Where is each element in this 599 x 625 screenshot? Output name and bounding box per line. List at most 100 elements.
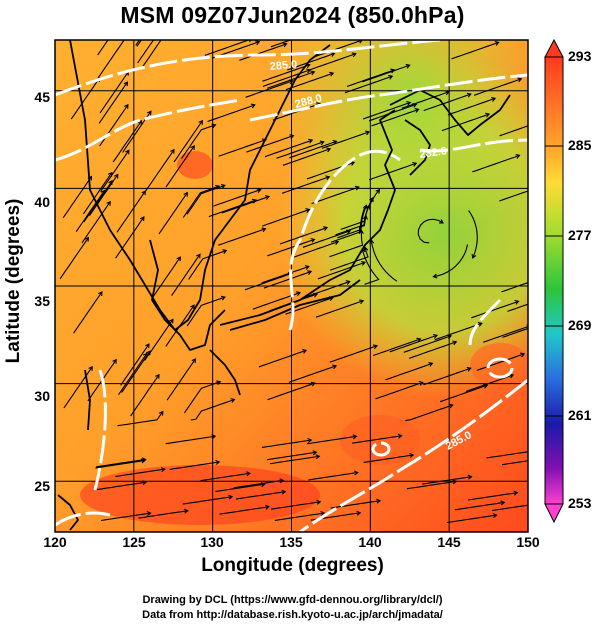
streamline	[235, 491, 286, 500]
streamline-arrowhead	[428, 362, 434, 367]
streamline	[266, 451, 317, 461]
streamline-arrowhead	[220, 184, 226, 189]
streamline-arrowhead	[304, 265, 310, 270]
streamline	[165, 145, 195, 188]
streamline-arrowhead	[169, 318, 174, 324]
streamline	[82, 172, 113, 215]
streamline-arrowhead	[211, 434, 217, 440]
streamline	[417, 218, 444, 244]
streamline	[166, 358, 196, 401]
streamline	[330, 215, 367, 243]
streamline	[96, 481, 147, 491]
streamline-arrowhead	[256, 188, 262, 193]
streamline	[340, 197, 374, 230]
x-tick-label: 135	[279, 534, 303, 550]
streamline	[308, 471, 358, 481]
streamline-arrowhead	[466, 366, 472, 372]
streamline	[344, 75, 393, 94]
streamline	[472, 154, 520, 173]
streamline-arrowhead	[351, 52, 357, 58]
streamline-arrowhead	[360, 247, 366, 254]
streamline-arrowhead	[250, 103, 256, 109]
streamline	[62, 176, 92, 219]
streamline	[375, 381, 423, 400]
streamline	[63, 366, 93, 409]
streamline-arrowhead	[155, 373, 160, 379]
streamline	[329, 345, 378, 363]
streamline-arrowhead	[170, 148, 175, 154]
streamline-arrowhead	[307, 437, 313, 444]
colorbar-tick-label: 285	[568, 137, 592, 153]
streamline	[359, 189, 380, 233]
x-tick-label: 130	[200, 534, 224, 550]
streamline-arrowhead	[513, 490, 519, 496]
streamline	[183, 381, 221, 414]
x-tick-label: 150	[516, 534, 540, 550]
streamline-arrowhead	[409, 452, 415, 458]
streamline	[115, 216, 145, 259]
streamline-arrowhead	[329, 71, 335, 77]
y-tick-label: 30	[34, 388, 50, 404]
streamline	[244, 272, 293, 291]
streamline-arrowhead	[183, 508, 189, 514]
streamline-arrowhead	[432, 273, 438, 279]
streamline-arrowhead	[198, 119, 204, 125]
plot-frame	[54, 39, 529, 533]
streamline	[262, 64, 310, 82]
streamline	[363, 454, 414, 463]
streamline-arrowhead	[312, 450, 318, 456]
y-tick-label: 45	[34, 89, 50, 105]
streamline-arrowhead	[222, 249, 228, 254]
streamline	[218, 228, 266, 246]
streamline	[337, 205, 367, 239]
streamline-arrowhead	[494, 41, 500, 46]
streamline	[368, 162, 417, 181]
streamline-arrowhead	[390, 68, 396, 74]
x-tick-label: 145	[437, 534, 461, 550]
streamline	[287, 52, 335, 71]
streamline	[314, 40, 363, 58]
streamline	[491, 504, 528, 512]
streamline-arrowhead	[412, 161, 418, 167]
streamline-arrowhead	[375, 188, 381, 194]
credit-drawing: Drawing by DCL (https://www.gfd-dennou.o…	[142, 594, 443, 606]
colorbar-tick-label: 253	[568, 495, 592, 511]
streamline-arrowhead	[323, 226, 329, 231]
streamline	[138, 510, 188, 519]
streamline-arrowhead	[365, 130, 371, 136]
streamline	[507, 303, 528, 312]
streamline-arrowhead	[515, 154, 521, 159]
streamline	[215, 483, 265, 493]
streamline-arrowhead	[251, 198, 258, 204]
streamline	[346, 69, 395, 88]
streamline	[501, 282, 528, 293]
streamline	[117, 411, 164, 427]
streamline	[315, 300, 364, 318]
streamline	[116, 190, 146, 233]
streamline	[473, 78, 522, 96]
streamline-arrowhead	[406, 101, 412, 106]
streamline-arrowhead	[124, 103, 129, 109]
streamline-arrowhead	[100, 189, 106, 195]
streamline	[439, 384, 488, 403]
streamline	[270, 40, 292, 48]
streamline-arrowhead	[310, 381, 316, 387]
streamline-arrowhead	[308, 138, 314, 144]
streamline-arrowhead	[310, 70, 316, 76]
streamline	[401, 91, 450, 109]
streamline	[200, 472, 250, 482]
streamline	[447, 97, 496, 116]
streamline-arrowhead	[369, 196, 374, 202]
streamline	[467, 492, 518, 501]
streamline-arrowhead	[320, 510, 326, 517]
streamline-arrowhead	[334, 240, 340, 246]
streamline-arrowhead	[326, 147, 332, 153]
streamline-arrowhead	[353, 470, 359, 476]
streamline	[502, 327, 528, 338]
streamline-arrowhead	[228, 494, 234, 500]
streamline	[454, 501, 505, 511]
streamline-arrowhead	[376, 498, 382, 504]
plot-area: 288.0 282.0 285.0 285.0	[55, 40, 528, 532]
streamline	[289, 140, 337, 159]
streamline	[361, 248, 380, 285]
